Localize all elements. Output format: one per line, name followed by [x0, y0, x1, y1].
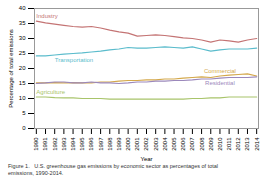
svg-text:1997: 1997 [98, 137, 104, 151]
svg-text:2000: 2000 [125, 137, 131, 151]
svg-text:Industry: Industry [36, 13, 57, 19]
svg-text:2001: 2001 [134, 137, 140, 151]
svg-text:1992: 1992 [52, 137, 58, 151]
svg-text:2010: 2010 [217, 137, 223, 151]
svg-text:1996: 1996 [88, 137, 94, 151]
svg-text:2007: 2007 [189, 137, 195, 151]
svg-text:35: 35 [19, 20, 26, 26]
svg-text:2011: 2011 [226, 137, 232, 151]
svg-text:Residential: Residential [205, 80, 235, 86]
svg-text:Agriculture: Agriculture [36, 89, 65, 95]
svg-text:2009: 2009 [208, 137, 214, 151]
svg-text:30: 30 [19, 35, 26, 41]
svg-text:2013: 2013 [244, 137, 250, 151]
svg-text:1998: 1998 [107, 137, 113, 151]
svg-text:10: 10 [19, 95, 26, 101]
svg-text:2005: 2005 [171, 137, 177, 151]
svg-text:Commercial: Commercial [204, 68, 236, 74]
svg-text:2003: 2003 [153, 137, 159, 151]
svg-text:0: 0 [22, 125, 26, 131]
html-text:Figure 1. U.S. greenhouse gas: Figure 1. U.S. greenhouse gas emissions … [8, 163, 218, 169]
svg-text:5: 5 [22, 110, 26, 116]
svg-text:40: 40 [19, 5, 26, 11]
svg-text:2012: 2012 [235, 137, 241, 151]
svg-text:Year: Year [140, 156, 152, 162]
svg-text:Transportation: Transportation [55, 57, 93, 63]
svg-text:2008: 2008 [199, 137, 205, 151]
svg-text:1991: 1991 [42, 137, 48, 151]
svg-text:1999: 1999 [116, 137, 122, 151]
svg-text:25: 25 [19, 50, 26, 56]
svg-text:2004: 2004 [162, 137, 168, 151]
svg-text:1990: 1990 [33, 137, 39, 151]
svg-text:2014: 2014 [254, 137, 260, 151]
svg-text:1995: 1995 [79, 137, 85, 151]
svg-text:20: 20 [19, 65, 26, 71]
svg-text:2002: 2002 [143, 137, 149, 151]
svg-text:1994: 1994 [70, 137, 76, 151]
svg-text:2006: 2006 [180, 137, 186, 151]
svg-text:1993: 1993 [61, 137, 67, 151]
svg-text:Percentage of total emissions: Percentage of total emissions [8, 29, 14, 108]
html-text:emissions, 1990-2014.: emissions, 1990-2014. [8, 170, 64, 176]
svg-text:15: 15 [19, 80, 26, 86]
